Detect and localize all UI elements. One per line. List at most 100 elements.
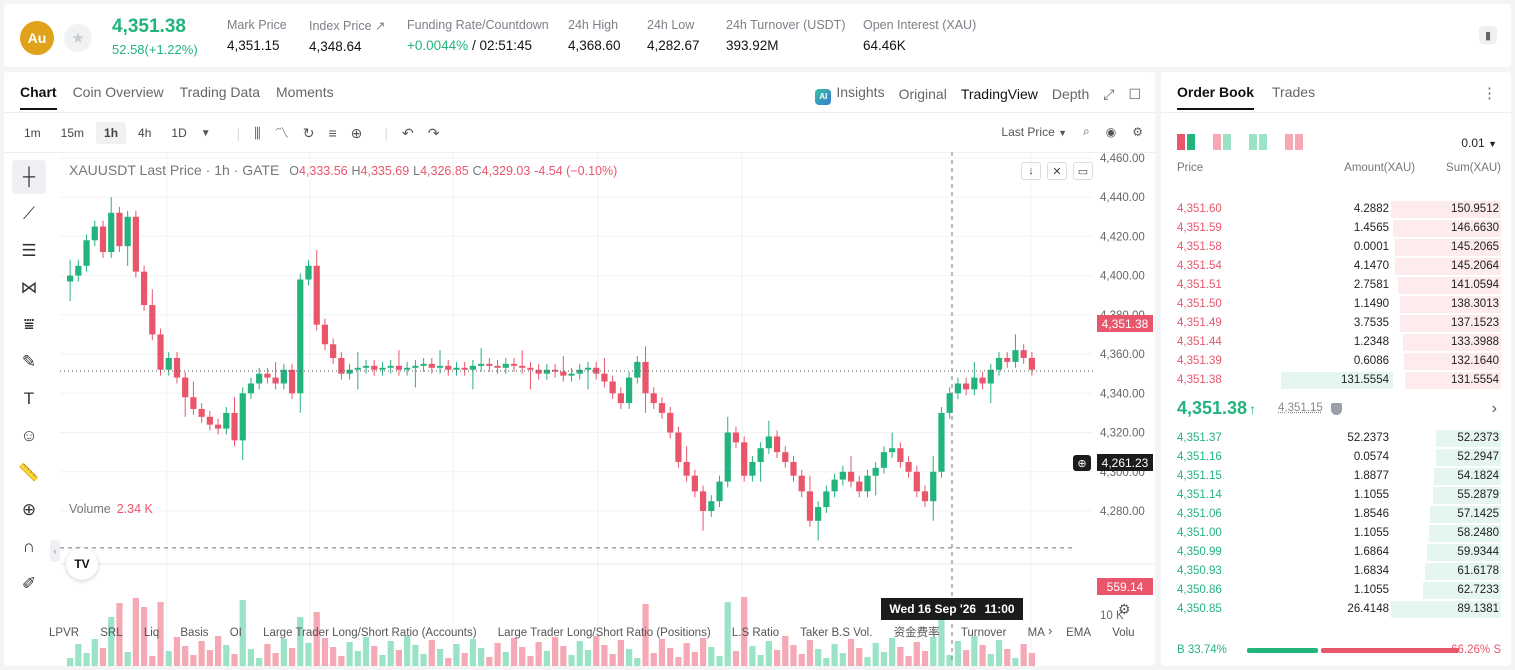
camera-icon[interactable]: ◉ [1105, 124, 1117, 139]
view-tradingview[interactable]: TradingView [960, 86, 1038, 103]
fib-icon[interactable]: ⩸ [23, 315, 35, 334]
price-chart[interactable]: 4,440.004,420.004,400.004,380.004,360.00… [4, 152, 1155, 666]
gear-icon[interactable]: ⚙ [1132, 124, 1143, 139]
bid-row[interactable]: 4,351.14 1.1055 55.2879 [1161, 486, 1511, 505]
tab-coin-overview[interactable]: Coin Overview [72, 84, 164, 100]
ask-row[interactable]: 4,351.44 1.2348 133.3988 [1161, 333, 1511, 352]
price-source-select[interactable]: Last Price ▼ [1001, 125, 1067, 139]
bid-row[interactable]: 4,350.85 26.4148 89.1381 [1161, 600, 1511, 619]
timeframe-15m[interactable]: 15m [60, 126, 85, 140]
chevron-right-icon[interactable]: › [1491, 400, 1497, 417]
layout-both-icon[interactable] [1177, 134, 1195, 150]
text-icon[interactable]: T [23, 389, 35, 408]
ask-row[interactable]: 4,351.60 4.2882 150.9512 [1161, 200, 1511, 219]
ask-row[interactable]: 4,351.58 0.0001 145.2065 [1161, 238, 1511, 257]
bid-row[interactable]: 4,351.15 1.8877 54.1824 [1161, 467, 1511, 486]
bid-row[interactable]: 4,350.93 1.6834 61.6178 [1161, 562, 1511, 581]
indicator-basis[interactable]: Basis [180, 627, 209, 639]
more-icon[interactable]: ⋮ [1482, 85, 1497, 102]
expand-icon[interactable]: ⤢ [1103, 85, 1115, 102]
chevron-right-icon[interactable]: › [1048, 623, 1053, 638]
indicator-turnover[interactable]: Turnover [960, 627, 1007, 639]
indicator-liq[interactable]: Liq [143, 627, 160, 639]
indicator-volume[interactable]: Volu [1112, 627, 1135, 639]
settings-icon[interactable]: ⚙ [1118, 601, 1131, 617]
layout-split-icon[interactable] [1213, 134, 1231, 150]
precision-select[interactable]: 0.01 ▼ [1461, 136, 1497, 150]
indicator-lpvr[interactable]: LPVR [49, 627, 80, 639]
ask-row[interactable]: 4,351.49 3.7535 137.1523 [1161, 314, 1511, 333]
volume-bar [486, 657, 493, 666]
window-icon[interactable]: ☐ [1128, 85, 1141, 102]
template-icon[interactable]: ≡ [328, 125, 337, 141]
download-icon[interactable]: ↓ [1021, 162, 1041, 180]
ruler-icon[interactable]: 📏 [18, 463, 40, 482]
candle-body [724, 432, 731, 482]
stat-index-price[interactable]: Index Price ↗ 4,348.64 [309, 18, 385, 54]
view-original[interactable]: Original [898, 86, 947, 103]
insights-button[interactable]: AI Insights [815, 84, 885, 105]
bid-row[interactable]: 4,350.86 1.1055 62.7233 [1161, 581, 1511, 600]
pencil-icon[interactable]: ✐ [21, 574, 37, 593]
indicator-ls-accounts[interactable]: Large Trader Long/Short Ratio (Accounts) [263, 627, 477, 639]
indicators-icon[interactable]: 〽 [274, 125, 289, 141]
notebook-icon[interactable]: ▮ [1479, 26, 1497, 44]
collapse-icon[interactable]: ✕ [1047, 162, 1067, 180]
ask-row[interactable]: 4,351.51 2.7581 141.0594 [1161, 276, 1511, 295]
tab-order-book[interactable]: Order Book [1177, 84, 1255, 110]
brush-icon[interactable]: ✎ [21, 352, 37, 371]
ask-row[interactable]: 4,351.54 4.1470 145.2064 [1161, 257, 1511, 276]
bid-row[interactable]: 4,351.06 1.8546 57.1425 [1161, 505, 1511, 524]
bid-row[interactable]: 4,350.99 1.6864 59.9344 [1161, 543, 1511, 562]
pattern-icon[interactable]: ⋈ [20, 278, 38, 297]
timeframe-4h[interactable]: 4h [138, 126, 152, 140]
tab-trading-data[interactable]: Trading Data [179, 84, 261, 100]
timeframe-1d[interactable]: 1D [171, 126, 187, 140]
star-icon[interactable]: ★ [64, 24, 92, 52]
volume-bar [108, 617, 115, 666]
refresh-icon[interactable]: ↻ [302, 124, 315, 141]
crosshair-icon[interactable]: ┼ [12, 160, 46, 194]
timeframe-1m[interactable]: 1m [24, 126, 41, 140]
indicator-taker-vol[interactable]: Taker B.S Vol. [800, 627, 873, 639]
ask-row[interactable]: 4,351.59 1.4565 146.6630 [1161, 219, 1511, 238]
tab-trades[interactable]: Trades [1272, 84, 1316, 100]
trend-line-icon[interactable]: ⟋ [23, 204, 35, 223]
ask-row[interactable]: 4,351.39 0.6086 132.1640 [1161, 352, 1511, 371]
candle-type-icon[interactable]: ⫼ [254, 124, 261, 141]
indicator-srl[interactable]: SRL [100, 627, 123, 639]
volume-bar [412, 645, 419, 666]
search-icon[interactable]: ⌕ [1083, 124, 1090, 138]
layout-asks-icon[interactable] [1285, 134, 1303, 150]
magnet-icon[interactable]: ∩ [22, 537, 36, 556]
bid-row[interactable]: 4,351.16 0.0574 52.2947 [1161, 448, 1511, 467]
volume-bar [420, 654, 427, 666]
bid-row[interactable]: 4,351.00 1.1055 58.2480 [1161, 524, 1511, 543]
add-indicator-icon[interactable]: ⊕ [350, 124, 363, 141]
bid-row[interactable]: 4,351.37 52.2373 52.2373 [1161, 429, 1511, 448]
zoom-icon[interactable]: ⊕ [21, 500, 37, 519]
ask-row[interactable]: 4,351.38 131.5554 131.5554 [1161, 371, 1511, 390]
ask-row[interactable]: 4,351.50 1.1490 138.3013 [1161, 295, 1511, 314]
chevron-left-icon[interactable]: ‹ [50, 540, 60, 562]
horizontal-lines-icon[interactable]: ☰ [21, 241, 37, 260]
maximize-icon[interactable]: ▭ [1073, 162, 1093, 180]
chevron-down-icon[interactable]: ▼ [200, 127, 211, 139]
tab-moments[interactable]: Moments [276, 84, 334, 100]
view-depth[interactable]: Depth [1051, 86, 1090, 103]
tab-chart[interactable]: Chart [20, 84, 57, 110]
emoji-icon[interactable]: ☺ [20, 426, 38, 445]
timeframe-1h[interactable]: 1h [96, 122, 127, 144]
add-alert-icon[interactable]: ⊕ [1073, 455, 1091, 471]
undo-icon[interactable]: ↶ [402, 124, 414, 141]
indicator-ls-positions[interactable]: Large Trader Long/Short Ratio (Positions… [497, 627, 711, 639]
redo-icon[interactable]: ↷ [427, 124, 440, 141]
indicator-ma[interactable]: MA [1027, 627, 1045, 639]
layout-bids-icon[interactable] [1249, 134, 1267, 150]
indicator-oi[interactable]: OI [229, 627, 242, 639]
candle-body [650, 393, 657, 404]
indicator-funding-rate[interactable]: 资金费率 [893, 627, 940, 639]
candle-body [880, 452, 888, 468]
indicator-ema[interactable]: EMA [1066, 627, 1091, 639]
indicator-ls-ratio[interactable]: L.S Ratio [731, 627, 780, 639]
